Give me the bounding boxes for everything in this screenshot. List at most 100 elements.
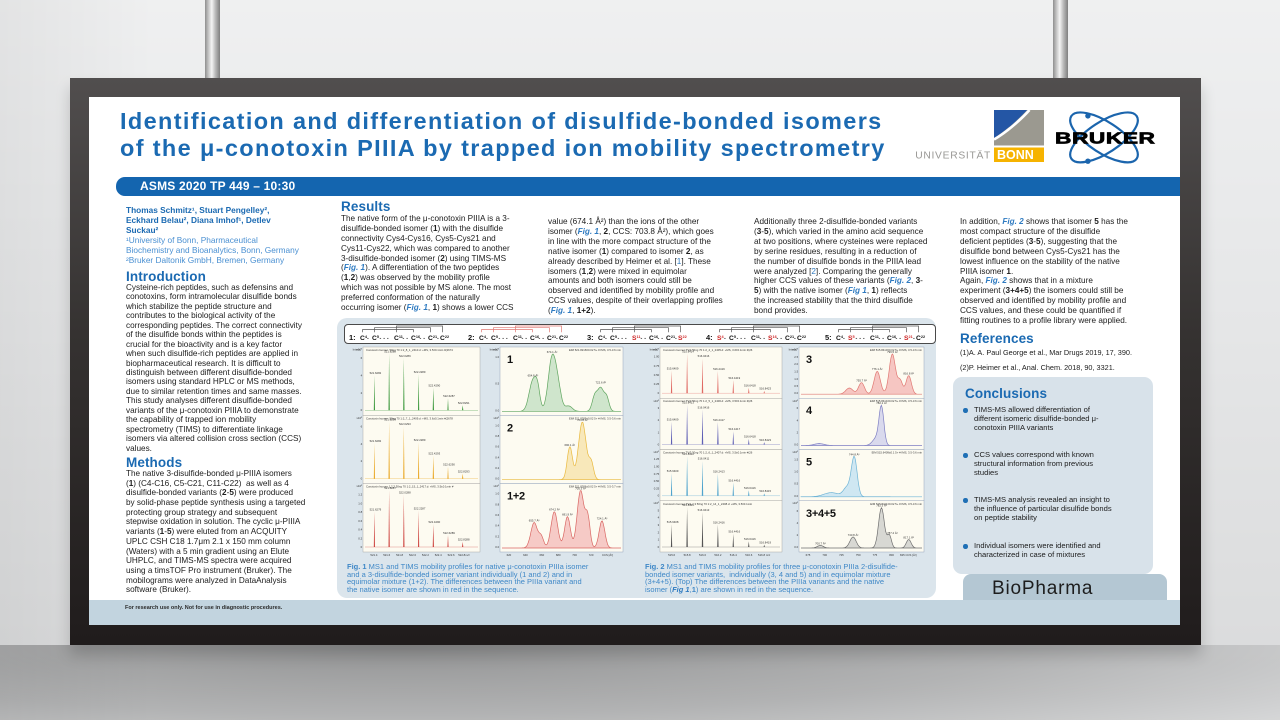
svg-text:516.2417: 516.2417 xyxy=(713,418,725,422)
svg-text:0.25: 0.25 xyxy=(654,382,660,386)
svg-text:816.8 Å²: 816.8 Å² xyxy=(903,370,914,375)
svg-text:2: 2 xyxy=(361,391,363,395)
svg-text:x10⁵: x10⁵ xyxy=(793,501,799,505)
svg-text:Intens.: Intens. xyxy=(789,348,798,352)
svg-text:515.6409: 515.6409 xyxy=(667,366,679,370)
svg-text:6: 6 xyxy=(797,406,799,410)
svg-text:516.4416: 516.4416 xyxy=(728,478,740,482)
svg-text:- - -: - - - xyxy=(737,336,746,342)
svg-text:516.4416: 516.4416 xyxy=(728,530,740,534)
svg-text:0.6: 0.6 xyxy=(495,513,499,517)
svg-text:521.6282: 521.6282 xyxy=(370,371,382,375)
svg-text:700.7 Å²: 700.7 Å² xyxy=(815,540,826,545)
svg-text:-: - xyxy=(794,336,796,342)
svg-text:x10⁵: x10⁵ xyxy=(494,416,500,420)
svg-text:516.6418: 516.6418 xyxy=(744,435,756,439)
svg-text:- -: - - xyxy=(539,336,545,342)
svg-text:620: 620 xyxy=(507,553,512,557)
svg-text:EIM 521.8218±0.02 5+ #I MS, 3.: EIM 521.8218±0.02 5+ #I MS, 3.5-3.6 min xyxy=(569,348,621,352)
svg-text:725: 725 xyxy=(839,553,844,557)
svg-text:1.5: 1.5 xyxy=(794,458,798,462)
svg-text:4:: 4: xyxy=(706,333,713,342)
svg-text:521.6: 521.6 xyxy=(383,553,390,557)
svg-text:522.6290: 522.6290 xyxy=(443,463,455,467)
svg-text:- -: - - xyxy=(641,336,647,342)
svg-text:817.1 Å²: 817.1 Å² xyxy=(903,534,914,539)
svg-text:640: 640 xyxy=(523,553,528,557)
svg-text:Conotoxin Isomer 50ng 70 1:2_: Conotoxin Isomer 50ng 70 1:2_8_1_2410.d:… xyxy=(366,348,453,352)
svg-text:516.0: 516.0 xyxy=(699,553,706,557)
svg-text:S22: S22 xyxy=(678,335,687,342)
svg-text:522.4290: 522.4290 xyxy=(428,383,440,387)
svg-text:3: 3 xyxy=(806,354,812,366)
svg-text:0.0: 0.0 xyxy=(495,545,499,549)
svg-text:4: 4 xyxy=(797,521,799,525)
svg-text:691.9 Å²: 691.9 Å² xyxy=(562,511,573,516)
svg-text:755.7 Å²: 755.7 Å² xyxy=(856,377,867,382)
svg-text:CCS [Å²]: CCS [Å²] xyxy=(602,552,613,557)
svg-text:4: 4 xyxy=(658,516,660,520)
svg-text:Intens.: Intens. xyxy=(353,348,362,352)
svg-text:654.8 Å²: 654.8 Å² xyxy=(528,372,539,377)
svg-text:0.5: 0.5 xyxy=(794,482,798,486)
svg-text:C16: C16 xyxy=(649,335,658,342)
svg-text:EIM 515.6409±0.1 5+ #I MS, 3.5: EIM 515.6409±0.1 5+ #I MS, 3.5-3.6 min xyxy=(872,451,923,455)
svg-text:1.0: 1.0 xyxy=(495,423,499,427)
svg-text:675: 675 xyxy=(806,553,811,557)
svg-text:x10⁵: x10⁵ xyxy=(654,348,660,352)
svg-text:3: 3 xyxy=(658,406,660,410)
svg-text:0: 0 xyxy=(658,442,660,446)
svg-text:x10⁵: x10⁵ xyxy=(357,416,363,420)
svg-text:C4: C4 xyxy=(479,335,487,342)
svg-text:0.0: 0.0 xyxy=(794,443,798,447)
svg-text:516.8423: 516.8423 xyxy=(759,387,771,391)
svg-text:C11: C11 xyxy=(751,335,760,342)
svg-text:674.2 Å²: 674.2 Å² xyxy=(549,507,560,512)
svg-text:516.2: 516.2 xyxy=(714,553,721,557)
svg-text:1:: 1: xyxy=(349,333,356,342)
svg-text:515.8412: 515.8412 xyxy=(682,452,694,456)
svg-text:0.4: 0.4 xyxy=(495,455,499,459)
svg-text:0.50: 0.50 xyxy=(654,479,660,483)
svg-text:724.1 Å²: 724.1 Å² xyxy=(597,516,608,521)
svg-text:S11: S11 xyxy=(632,335,640,342)
svg-text:C4: C4 xyxy=(598,335,606,342)
svg-text:516.4: 516.4 xyxy=(730,553,737,557)
svg-text:0: 0 xyxy=(658,494,660,498)
svg-text:-: - xyxy=(675,336,677,342)
svg-text:-: - xyxy=(913,336,915,342)
svg-text:0: 0 xyxy=(361,545,363,549)
svg-text:- - -: - - - xyxy=(618,336,627,342)
svg-text:515.8411: 515.8411 xyxy=(682,503,694,507)
svg-text:522.8288: 522.8288 xyxy=(458,538,470,542)
svg-text:Conotoxin Isomer TVi1,2,3 50ng: Conotoxin Isomer TVi1,2,3 50ng 70 1:2_14… xyxy=(663,502,753,506)
svg-text:690.1 Å²: 690.1 Å² xyxy=(565,442,576,447)
svg-text:2: 2 xyxy=(658,418,660,422)
svg-text:C5: C5 xyxy=(610,335,617,342)
svg-text:516.6: 516.6 xyxy=(745,553,752,557)
svg-text:0.6: 0.6 xyxy=(358,519,362,523)
svg-text:516.0416: 516.0416 xyxy=(698,354,710,358)
svg-text:0.0: 0.0 xyxy=(794,494,798,498)
svg-text:1.0: 1.0 xyxy=(794,377,798,381)
svg-text:C21: C21 xyxy=(547,335,556,342)
svg-text:-: - xyxy=(724,336,726,342)
svg-text:- - -: - - - xyxy=(499,336,508,342)
svg-text:- -: - - xyxy=(777,336,783,342)
svg-text:516.8419: 516.8419 xyxy=(759,540,771,544)
svg-text:0: 0 xyxy=(361,408,363,412)
svg-text:S16: S16 xyxy=(768,335,777,342)
svg-text:1.25: 1.25 xyxy=(654,457,660,461)
svg-text:0: 0 xyxy=(658,545,660,549)
svg-text:- - -: - - - xyxy=(380,336,389,342)
svg-text:521.8: 521.8 xyxy=(396,553,403,557)
svg-text:C5: C5 xyxy=(729,335,736,342)
svg-text:2.5: 2.5 xyxy=(794,355,798,359)
svg-text:800: 800 xyxy=(889,553,894,557)
svg-text:722.6 Å²: 722.6 Å² xyxy=(596,380,607,385)
svg-text:x10⁵: x10⁵ xyxy=(793,399,799,403)
svg-text:0.2: 0.2 xyxy=(495,534,499,538)
svg-text:516.0416: 516.0416 xyxy=(698,405,710,409)
svg-text:522.0: 522.0 xyxy=(409,553,416,557)
svg-text:1.5: 1.5 xyxy=(794,370,798,374)
